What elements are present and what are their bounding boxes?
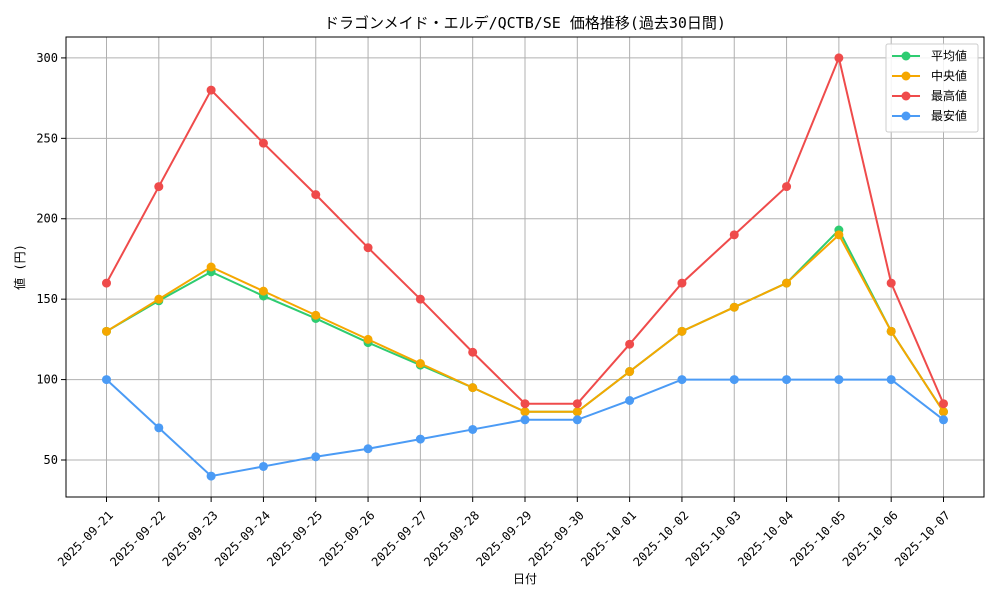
y-tick-label: 150: [36, 292, 58, 306]
data-point: [782, 375, 792, 385]
y-tick-label: 100: [36, 373, 58, 387]
series-2: [102, 230, 948, 417]
legend-label: 平均値: [931, 48, 967, 63]
data-point: [625, 339, 635, 349]
y-tick-label: 300: [36, 51, 58, 65]
x-axis-title: 日付: [513, 572, 537, 586]
data-point: [782, 278, 792, 288]
data-point: [206, 471, 216, 481]
data-point: [363, 444, 373, 454]
plot-frame: [65, 36, 985, 498]
data-point: [782, 182, 792, 192]
data-point: [258, 461, 268, 471]
y-axis: 50 100 150 200 250 300: [36, 51, 66, 467]
data-point: [886, 375, 896, 385]
data-point: [415, 359, 425, 369]
data-point: [677, 278, 687, 288]
data-point: [520, 415, 530, 425]
data-point: [625, 367, 635, 377]
legend-label: 最安値: [931, 108, 967, 123]
data-point: [154, 182, 164, 192]
data-point: [102, 278, 111, 288]
legend-swatch-marker: [901, 71, 911, 81]
data-point: [102, 375, 111, 385]
data-point: [886, 278, 896, 288]
data-point: [258, 286, 268, 296]
legend-box: [885, 43, 979, 133]
data-point: [363, 243, 373, 253]
grid: [66, 37, 984, 497]
data-point: [572, 399, 582, 409]
x-tick-label: 2025-10-07: [892, 508, 953, 569]
data-point: [311, 310, 321, 320]
data-point: [468, 383, 478, 393]
data-point: [729, 230, 739, 240]
data-point: [154, 423, 164, 433]
legend-label: 最高値: [931, 88, 967, 103]
series-group: [102, 53, 948, 481]
y-tick-label: 250: [36, 131, 58, 145]
legend-swatch-marker: [901, 91, 911, 101]
data-point: [834, 53, 844, 63]
data-point: [572, 415, 582, 425]
legend-swatch-marker: [901, 111, 911, 121]
data-point: [520, 407, 530, 417]
data-point: [415, 434, 425, 444]
data-point: [625, 395, 635, 405]
data-point: [834, 230, 844, 240]
y-tick-label: 50: [44, 453, 58, 467]
data-point: [939, 407, 948, 417]
data-point: [206, 262, 216, 272]
chart-title: ドラゴンメイド・エルデ/QCTB/SE 価格推移(過去30日間): [324, 14, 726, 32]
data-point: [677, 375, 687, 385]
data-point: [834, 375, 844, 385]
data-point: [468, 424, 478, 434]
data-point: [363, 334, 373, 344]
series-3: [102, 53, 948, 409]
data-point: [939, 415, 948, 425]
data-point: [102, 326, 111, 336]
data-point: [939, 399, 948, 409]
data-point: [572, 407, 582, 417]
data-point: [729, 375, 739, 385]
data-point: [258, 138, 268, 148]
data-point: [886, 326, 896, 336]
legend-swatch-marker: [901, 51, 911, 61]
series-4: [102, 375, 948, 481]
y-tick-label: 200: [36, 212, 58, 226]
data-point: [468, 347, 478, 357]
data-point: [206, 85, 216, 95]
data-point: [520, 399, 530, 409]
x-axis: 2025-09-212025-09-222025-09-232025-09-24…: [55, 497, 953, 569]
data-point: [154, 294, 164, 304]
y-axis-title: 値 (円): [12, 244, 27, 290]
data-point: [677, 326, 687, 336]
data-point: [311, 190, 321, 200]
data-point: [311, 452, 321, 462]
data-point: [415, 294, 425, 304]
data-point: [729, 302, 739, 312]
legend-label: 中央値: [931, 68, 967, 83]
